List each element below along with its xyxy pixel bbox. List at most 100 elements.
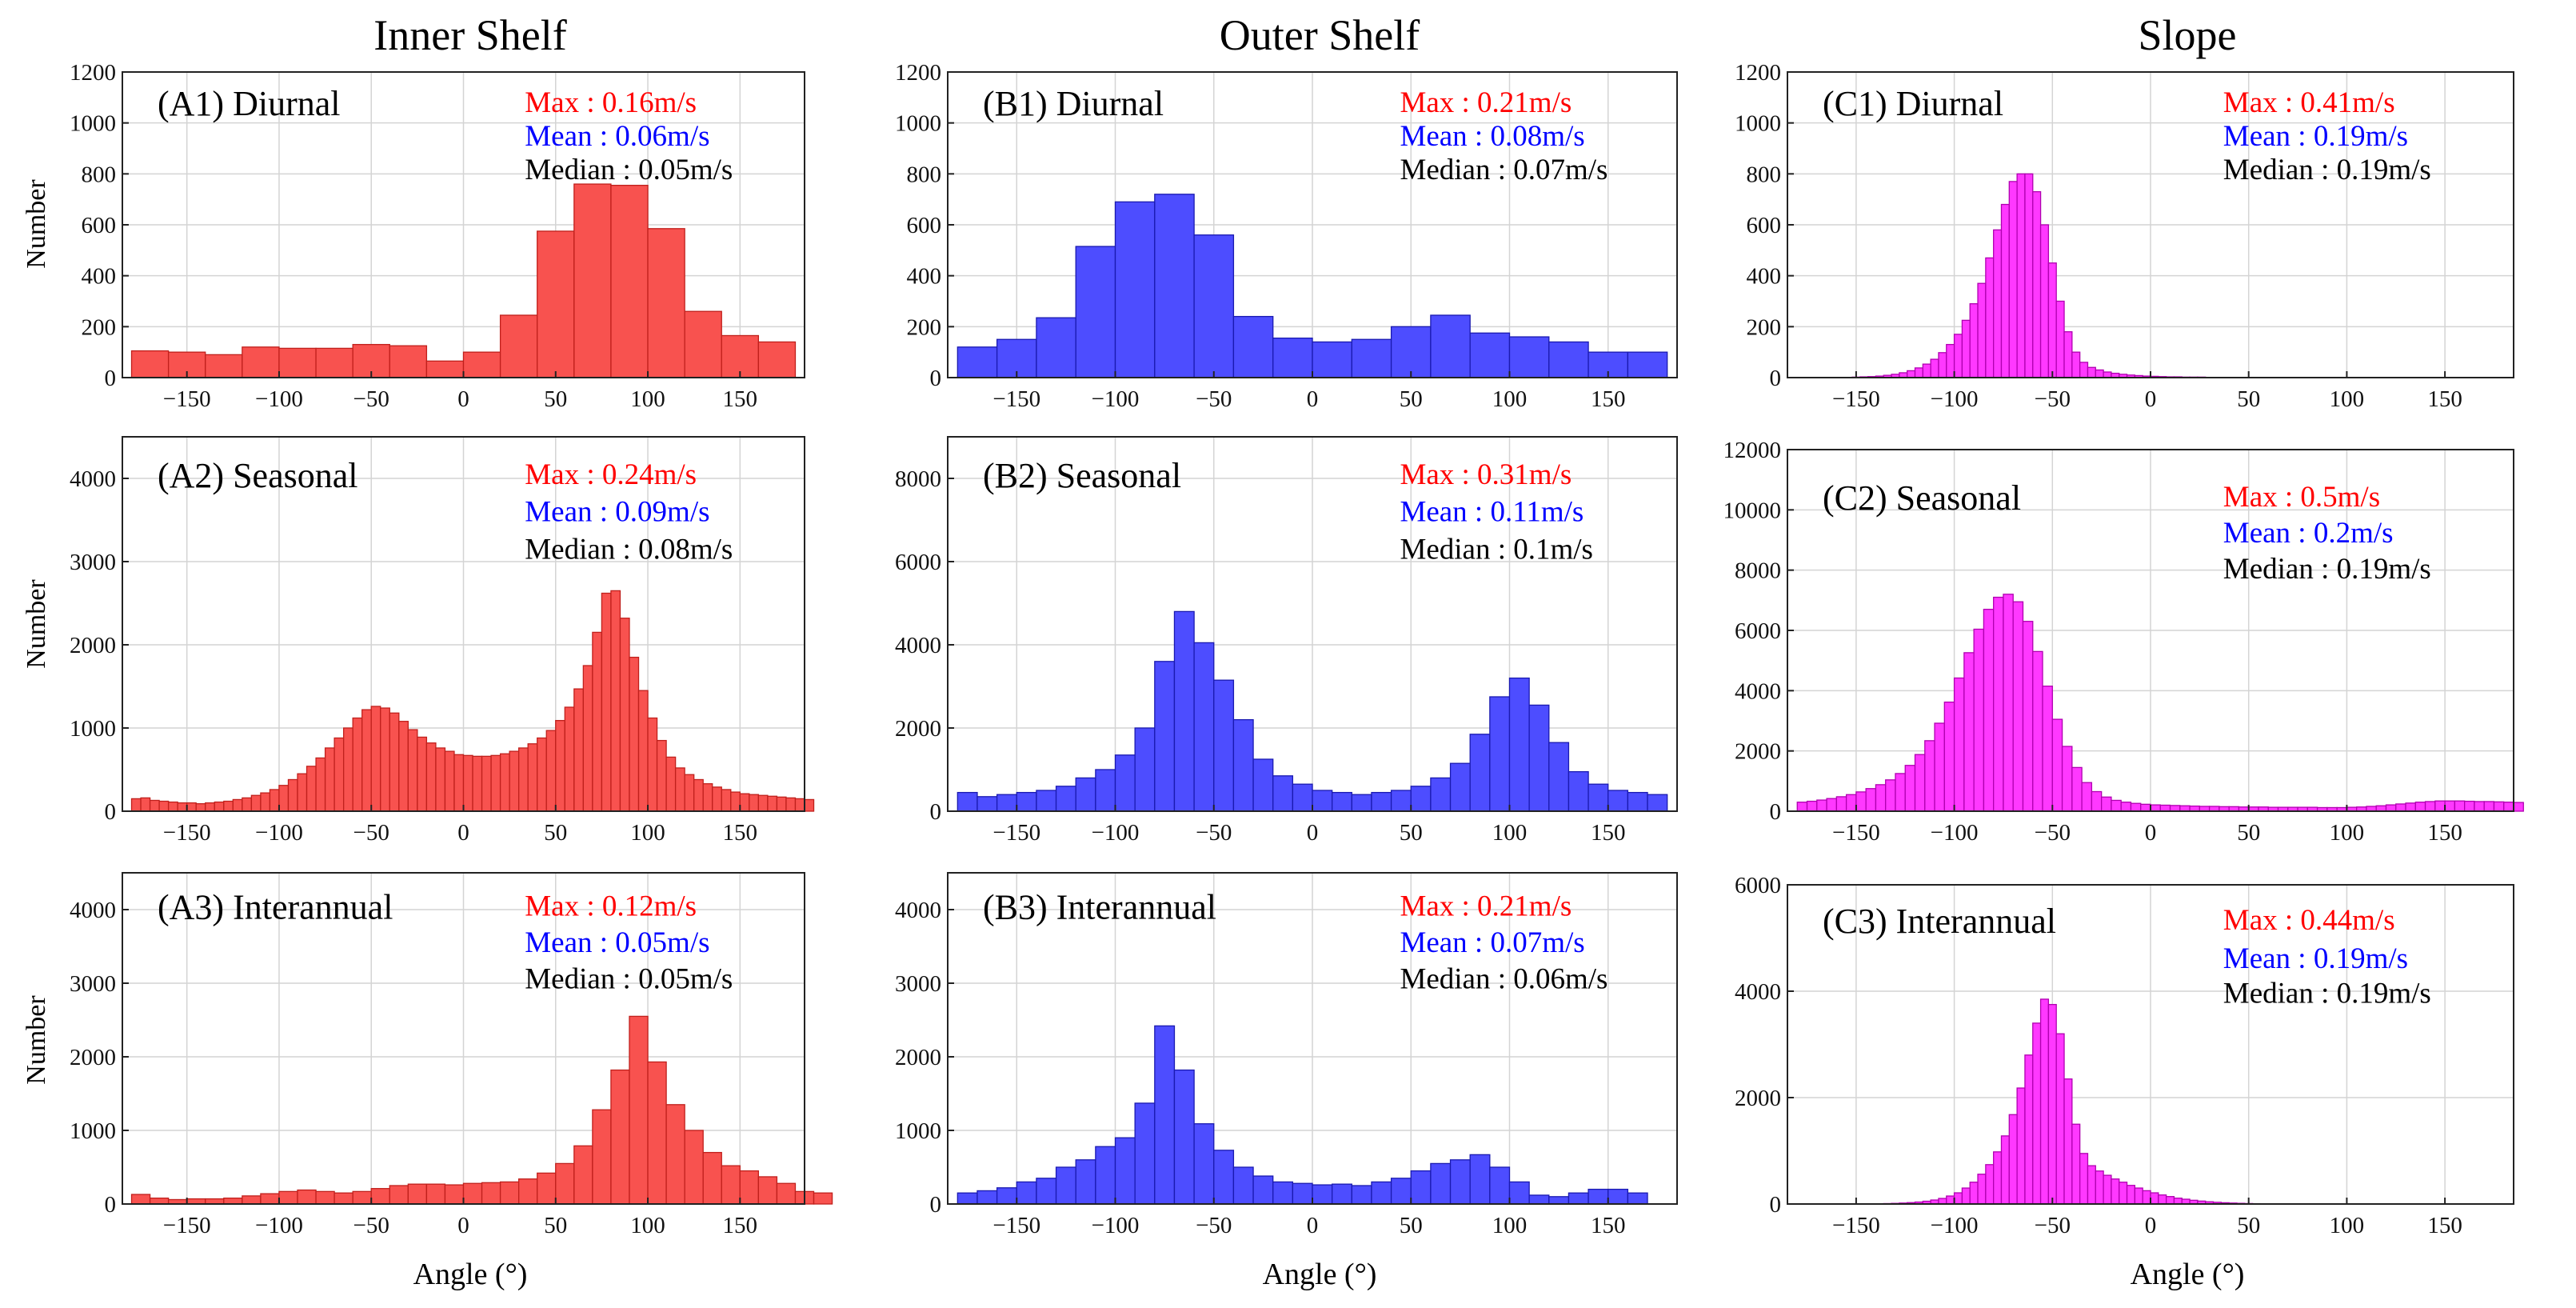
y-tick-label: 2000 bbox=[895, 716, 941, 742]
x-tick-label: 0 bbox=[1307, 820, 1319, 846]
mean-speed-text: Mean : 0.11m/s bbox=[1400, 496, 1584, 529]
x-tick-label: −150 bbox=[163, 820, 211, 846]
x-tick-label: 150 bbox=[723, 820, 758, 846]
bar bbox=[1508, 336, 1550, 378]
bar bbox=[260, 1193, 280, 1205]
bar bbox=[518, 747, 529, 812]
bar bbox=[186, 802, 197, 812]
x-tick-label: 150 bbox=[723, 1213, 758, 1238]
panel-b1: −150 −100 −50 0 50 100 150 0 200 400 600 800 1000 120… bbox=[895, 60, 1678, 412]
bar bbox=[425, 742, 437, 812]
bar bbox=[1895, 773, 1906, 812]
bar bbox=[324, 747, 335, 812]
bar bbox=[1969, 1182, 1979, 1205]
bar bbox=[242, 797, 253, 812]
bar bbox=[2016, 173, 2026, 378]
panel-label: (C2) Seasonal bbox=[1823, 478, 2021, 518]
bars-b1 bbox=[957, 194, 1668, 378]
y-tick-label: 800 bbox=[907, 162, 942, 187]
bar bbox=[996, 794, 1017, 812]
bar bbox=[1588, 1188, 1609, 1205]
bar bbox=[1985, 257, 1995, 378]
x-tick-label: 0 bbox=[457, 820, 469, 846]
bar bbox=[1953, 334, 1963, 378]
x-tick-label: −50 bbox=[2035, 820, 2071, 846]
bar bbox=[1969, 303, 1979, 378]
bar bbox=[647, 717, 658, 812]
bar bbox=[2047, 262, 2057, 378]
bar bbox=[2100, 796, 2112, 812]
bar bbox=[684, 310, 722, 378]
x-tick-label: 50 bbox=[2237, 820, 2260, 846]
x-tick-label: 150 bbox=[1591, 386, 1626, 412]
x-tick-label: −50 bbox=[1196, 820, 1232, 846]
bar bbox=[1075, 777, 1096, 812]
bar bbox=[2111, 799, 2122, 812]
bar bbox=[2120, 802, 2132, 812]
mean-speed-text: Mean : 0.08m/s bbox=[1400, 120, 1584, 153]
bar bbox=[610, 185, 649, 378]
bar bbox=[205, 802, 215, 812]
y-tick-label: 0 bbox=[930, 1192, 942, 1218]
bar bbox=[665, 756, 677, 812]
bar bbox=[389, 345, 428, 378]
y-tick-label: 1200 bbox=[895, 60, 941, 86]
bar bbox=[1953, 677, 1965, 812]
bar bbox=[1430, 1162, 1452, 1205]
mean-speed-text: Mean : 0.19m/s bbox=[2223, 120, 2408, 153]
bar bbox=[2405, 802, 2416, 812]
bar bbox=[1627, 351, 1668, 378]
y-tick-label: 6000 bbox=[1735, 873, 1781, 898]
y-tick-label: 1000 bbox=[895, 1118, 941, 1144]
bar bbox=[2103, 371, 2112, 378]
bar bbox=[1993, 1151, 2003, 1205]
x-tick-label: 50 bbox=[1400, 386, 1423, 412]
bar bbox=[582, 665, 593, 812]
bar bbox=[297, 773, 308, 812]
bar bbox=[1272, 775, 1294, 812]
bar bbox=[2130, 802, 2142, 812]
bar bbox=[702, 1151, 722, 1205]
bar bbox=[976, 1190, 998, 1205]
bar bbox=[1272, 1181, 1294, 1205]
bar bbox=[693, 778, 704, 812]
max-speed-text: Max : 0.12m/s bbox=[525, 890, 697, 922]
bar bbox=[601, 592, 612, 812]
bar bbox=[1036, 1178, 1057, 1205]
x-tick-label: 100 bbox=[630, 386, 665, 412]
bar bbox=[2513, 802, 2524, 812]
bar bbox=[481, 1182, 501, 1205]
bar bbox=[957, 346, 998, 378]
bar bbox=[1528, 704, 1550, 812]
max-speed-text: Max : 0.21m/s bbox=[1400, 86, 1572, 119]
bar bbox=[2095, 369, 2104, 378]
bar bbox=[2444, 800, 2456, 812]
x-tick-label: 50 bbox=[1400, 1213, 1423, 1238]
bar bbox=[1469, 734, 1491, 812]
x-axis-label-col3: Angle (°) bbox=[2131, 1258, 2245, 1291]
bar bbox=[1016, 1181, 1037, 1205]
bar bbox=[1036, 790, 1057, 812]
bar bbox=[2071, 766, 2083, 812]
bar bbox=[389, 712, 400, 812]
bar bbox=[1548, 341, 1589, 378]
bar bbox=[177, 802, 188, 812]
x-tick-label: 0 bbox=[457, 386, 469, 412]
bar bbox=[481, 755, 492, 812]
bar bbox=[167, 801, 178, 812]
y-tick-label: 200 bbox=[907, 314, 942, 340]
bar bbox=[1489, 696, 1511, 812]
bar bbox=[2165, 1196, 2175, 1205]
panel-a3: −150 −100 −50 0 50 100 150 0 1000 2000 3000 4000 (A3… bbox=[70, 872, 833, 1238]
bar bbox=[462, 754, 473, 812]
panel-a1: −150 −100 −50 0 50 100 150 0 200 400 600 800 1000 120… bbox=[70, 60, 805, 412]
x-tick-label: 0 bbox=[2145, 1213, 2157, 1238]
bar bbox=[232, 798, 243, 812]
x-tick-label: 150 bbox=[1591, 1213, 1626, 1238]
bars-a3 bbox=[130, 1015, 833, 1205]
bar bbox=[1095, 1146, 1116, 1205]
x-tick-label: 0 bbox=[2145, 386, 2157, 412]
y-tick-label: 2000 bbox=[70, 1045, 116, 1070]
y-tick-label: 10000 bbox=[1723, 498, 1782, 523]
bar bbox=[2079, 362, 2089, 378]
